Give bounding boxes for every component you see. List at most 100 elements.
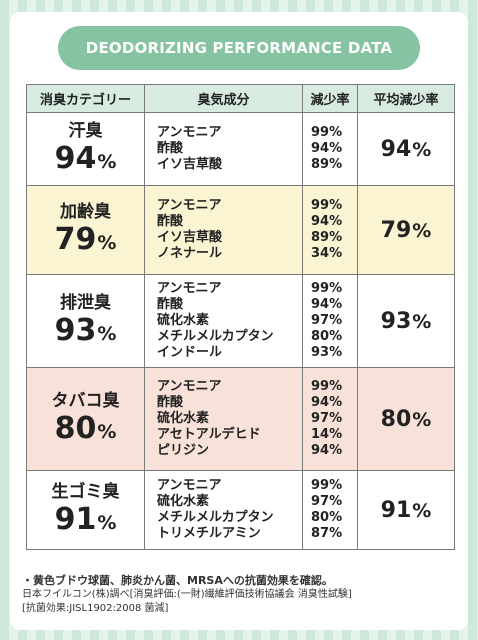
odor-component: 硫化水素 bbox=[157, 494, 210, 509]
reductions-cell: 99% 94% 97% 14% 94% bbox=[302, 367, 358, 471]
reduction-rate: 80% bbox=[311, 329, 343, 344]
category-cell: 汗臭 94% bbox=[26, 112, 145, 186]
category-percent-value: 94 bbox=[54, 140, 97, 176]
average-cell: 91% bbox=[357, 470, 455, 550]
reduction-rate: 80% bbox=[311, 510, 343, 525]
reduction-rate: 94% bbox=[311, 141, 343, 156]
reduction-rate: 94% bbox=[311, 443, 343, 458]
reduction-rate: 89% bbox=[311, 230, 343, 245]
reduction-rate: 94% bbox=[311, 297, 343, 312]
column-header-average: 平均減少率 bbox=[357, 84, 455, 113]
odor-component: メチルメルカプタン bbox=[157, 329, 274, 344]
reduction-rate: 99% bbox=[311, 125, 343, 140]
footer-notes: ・黄色ブドウ球菌、肺炎かん菌、MRSAへの抗菌効果を確認。 日本フイルコン(株)… bbox=[22, 574, 462, 616]
category-cell: 加齢臭 79% bbox=[26, 185, 145, 275]
average-unit: % bbox=[412, 499, 432, 522]
category-percent: 80% bbox=[27, 410, 144, 449]
average-unit: % bbox=[412, 138, 432, 161]
odor-component: アンモニア bbox=[157, 125, 222, 140]
average-cell: 94% bbox=[357, 112, 455, 186]
reductions-cell: 99% 97% 80% 87% bbox=[302, 470, 358, 550]
average-cell: 93% bbox=[357, 274, 455, 368]
average-unit: % bbox=[412, 219, 432, 242]
reduction-rate: 93% bbox=[311, 345, 343, 360]
odor-component: 酢酸 bbox=[157, 214, 184, 229]
deodorizing-table: 消臭カテゴリー 臭気成分 減少率 平均減少率 汗臭 94% アンモニア 酢酸 イソ吉草酸… bbox=[26, 84, 455, 550]
footer-test-note: [抗菌効果:JISL1902:2008 菌減] bbox=[22, 603, 169, 614]
column-header-reduction: 減少率 bbox=[302, 84, 358, 113]
odor-component: 酢酸 bbox=[157, 141, 184, 156]
category-percent-unit: % bbox=[97, 511, 117, 534]
reduction-rate: 99% bbox=[311, 198, 343, 213]
odor-component: インドール bbox=[157, 345, 223, 360]
reductions-cell: 99% 94% 89% bbox=[302, 112, 358, 186]
odor-component: アンモニア bbox=[157, 198, 222, 213]
odor-component: イソ吉草酸 bbox=[157, 157, 223, 172]
table-row: 排泄臭 93% アンモニア 酢酸 硫化水素 メチルメルカプタン インドール 99% 94% 97%… bbox=[26, 274, 455, 368]
reduction-rate: 99% bbox=[311, 478, 343, 493]
reduction-rate: 34% bbox=[311, 246, 343, 261]
reduction-rate: 99% bbox=[311, 281, 343, 296]
odor-component: トリメチルアミン bbox=[157, 526, 261, 541]
category-name: タバコ臭 bbox=[51, 390, 120, 411]
odor-component: アンモニア bbox=[157, 281, 222, 296]
odor-component: イソ吉草酸 bbox=[157, 230, 223, 245]
reduction-rate: 97% bbox=[311, 313, 343, 328]
reduction-rate: 94% bbox=[311, 214, 343, 229]
category-percent: 93% bbox=[27, 312, 144, 351]
category-percent-unit: % bbox=[97, 231, 117, 254]
reductions-cell: 99% 94% 97% 80% 93% bbox=[302, 274, 358, 368]
odor-component: ピリジン bbox=[157, 443, 210, 458]
components-cell: アンモニア 酢酸 イソ吉草酸 bbox=[144, 112, 303, 186]
column-header-component: 臭気成分 bbox=[144, 84, 303, 113]
table-row: タバコ臭 80% アンモニア 酢酸 硫化水素 アセトアルデヒド ピリジン 99% 94% 97% 1… bbox=[26, 367, 455, 471]
reduction-rate: 97% bbox=[311, 494, 343, 509]
category-name: 汗臭 bbox=[68, 120, 103, 141]
category-percent: 91% bbox=[27, 501, 144, 540]
components-cell: アンモニア 酢酸 イソ吉草酸 ノネナール bbox=[144, 185, 303, 275]
reductions-cell: 99% 94% 89% 34% bbox=[302, 185, 358, 275]
footer-source-note: 日本フイルコン(株)調べ[消臭評価:(一財)繊維評価技術協議会 消臭性試験] bbox=[22, 589, 352, 600]
odor-component: メチルメルカプタン bbox=[157, 510, 274, 525]
odor-component: 硫化水素 bbox=[157, 313, 210, 328]
odor-component: アンモニア bbox=[157, 379, 222, 394]
category-percent: 94% bbox=[27, 140, 144, 179]
odor-component: 酢酸 bbox=[157, 297, 184, 312]
average-value: 79 bbox=[380, 217, 412, 243]
column-header-category: 消臭カテゴリー bbox=[26, 84, 145, 113]
table-header-row: 消臭カテゴリー 臭気成分 減少率 平均減少率 bbox=[26, 84, 455, 113]
average-cell: 79% bbox=[357, 185, 455, 275]
reduction-rate: 89% bbox=[311, 157, 343, 172]
components-cell: アンモニア 酢酸 硫化水素 メチルメルカプタン インドール bbox=[144, 274, 303, 368]
category-percent-value: 93 bbox=[54, 312, 97, 348]
category-name: 加齢臭 bbox=[60, 201, 111, 222]
table-row: 汗臭 94% アンモニア 酢酸 イソ吉草酸 99% 94% 89% 94% bbox=[26, 112, 455, 186]
category-name: 生ゴミ臭 bbox=[51, 481, 120, 502]
table-row: 加齢臭 79% アンモニア 酢酸 イソ吉草酸 ノネナール 99% 94% 89% 34% 79% bbox=[26, 185, 455, 275]
footer-antibacterial-note: ・黄色ブドウ球菌、肺炎かん菌、MRSAへの抗菌効果を確認。 bbox=[22, 574, 333, 587]
category-percent-unit: % bbox=[97, 420, 117, 443]
category-percent-value: 80 bbox=[54, 410, 97, 446]
components-cell: アンモニア 酢酸 硫化水素 アセトアルデヒド ピリジン bbox=[144, 367, 303, 471]
reduction-rate: 94% bbox=[311, 395, 343, 410]
reduction-rate: 97% bbox=[311, 411, 343, 426]
average-unit: % bbox=[412, 310, 432, 333]
odor-component: アセトアルデヒド bbox=[157, 427, 261, 442]
category-percent-unit: % bbox=[97, 322, 117, 345]
category-percent-value: 91 bbox=[54, 501, 97, 537]
odor-component: アンモニア bbox=[157, 478, 222, 493]
average-value: 93 bbox=[380, 308, 412, 334]
table-body: 汗臭 94% アンモニア 酢酸 イソ吉草酸 99% 94% 89% 94% 加齢臭 79% アンモニア… bbox=[26, 112, 455, 550]
page-title: DEODORIZING PERFORMANCE DATA bbox=[58, 26, 420, 70]
category-cell: 生ゴミ臭 91% bbox=[26, 470, 145, 550]
average-value: 94 bbox=[380, 136, 412, 162]
category-percent: 79% bbox=[27, 222, 144, 260]
average-cell: 80% bbox=[357, 367, 455, 471]
category-cell: タバコ臭 80% bbox=[26, 367, 145, 471]
table-row: 生ゴミ臭 91% アンモニア 硫化水素 メチルメルカプタン トリメチルアミン 99% 97% 8… bbox=[26, 470, 455, 550]
reduction-rate: 14% bbox=[311, 427, 343, 442]
reduction-rate: 87% bbox=[311, 526, 343, 541]
odor-component: 硫化水素 bbox=[157, 411, 210, 426]
category-cell: 排泄臭 93% bbox=[26, 274, 145, 368]
category-percent-unit: % bbox=[97, 150, 117, 173]
